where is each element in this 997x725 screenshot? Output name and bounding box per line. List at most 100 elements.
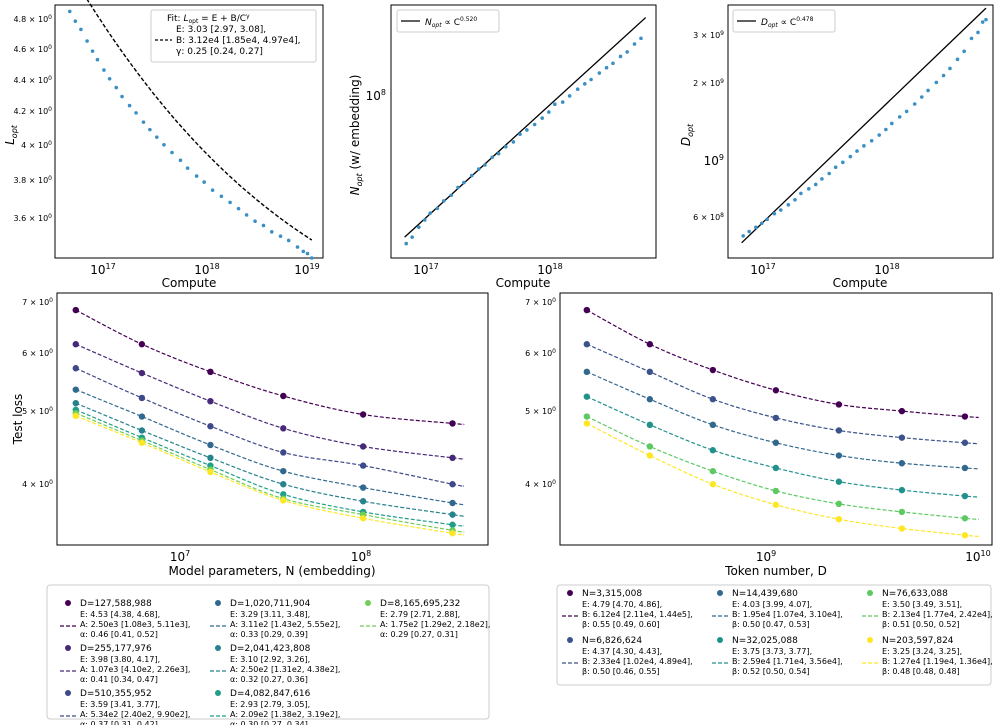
data-point [138,439,146,446]
fit-line [75,389,465,506]
data-point [835,452,843,459]
legend-line: β: 0.52 [0.50, 0.54] [732,667,810,676]
data-point [759,221,764,226]
data-point [359,498,367,505]
legend-line: A: 2.09e2 [1.38e2, 3.19e2], [230,710,340,719]
data-point [449,420,456,427]
data-point [85,39,89,43]
data-point [170,150,174,155]
legend-label: D=255,177,976 [80,644,152,654]
legend-line: B: 6.12e4 [2.11e4, 1.44e5], [582,610,693,619]
legend-line: E: 3.98 [3.80, 4.17], [80,655,160,664]
data-point [646,341,654,348]
data-point [309,256,314,260]
y-tick-label: 5 × 100 [525,406,556,416]
data-point [835,500,843,508]
data-point [228,200,232,205]
x-tick-label: 1017 [413,262,438,277]
data-point [141,120,146,124]
data-point [210,188,215,192]
data-point [138,394,146,402]
data-point [359,484,367,491]
fit-line [75,412,465,533]
data-point [772,464,780,472]
data-point [898,486,906,494]
legend-line: A: 5.34e2 [2.40e2, 9.90e2], [80,710,190,719]
data-point [449,454,456,462]
data-point [646,443,654,450]
data-point [772,487,780,495]
y-axis-label: Dopt [679,123,695,146]
y-axis-label: Test loss [11,394,25,446]
fit-line [75,402,465,517]
data-point [286,238,291,243]
data-point [462,180,466,185]
y-tick-labels: 7 × 100 6 × 100 5 × 100 4 × 100 [525,297,556,489]
data-point [820,177,824,181]
x-axis-label: Model parameters, N (embedding) [168,564,375,578]
data-point [754,225,758,230]
data-point [583,306,591,314]
panel-loss-vs-tokens: 109 1010 7 × 100 6 × 100 5 × 100 4 × 100… [525,292,993,578]
data-point [490,155,494,160]
legend-line: E: 3.75 [3.73, 3.77], [732,647,812,656]
legend-label: N=3,315,008 [582,589,642,599]
data-point [898,460,906,467]
data-point [618,54,623,59]
data-point [961,413,969,420]
y-axis-label: Nopt (w/ embedding) [348,75,364,196]
x-tick-label: 1017 [90,262,115,277]
data-point [582,82,587,86]
fit-line [586,371,979,470]
data-point [359,443,367,450]
x-tick-label: 1019 [294,262,319,277]
data-point [441,199,446,203]
legend-line: β: 0.50 [0.46, 0.55] [582,667,660,676]
legend-marker [215,645,221,651]
legend-label: N=14,439,680 [732,589,798,599]
legend-line: A: 2.50e3 [1.08e3, 5.11e3], [80,620,190,629]
x-tick-label: 1018 [194,262,219,277]
axes-frame [559,292,993,546]
data-point [984,17,988,22]
panel-loss-vs-compute: 1017 1018 1019 4.8 × 100 4.6 × 100 4.4 ×… [3,0,324,290]
data-point [470,173,474,178]
legend-line: E: 4.37 [4.30, 4.43], [582,647,662,656]
legend-line: B: 1.95e4 [1.07e4, 3.10e4], [732,610,843,619]
legend-label: D=510,355,952 [80,689,152,699]
legend-marker [867,637,873,643]
legend-marker [215,690,221,696]
y-tick-label: 108 [366,88,386,103]
data-point [280,467,287,475]
data-point [102,68,106,72]
legend-title: Fit: Lopt = E + B/Cγ [167,13,250,25]
x-tick-label: 1010 [965,549,990,564]
data-point [961,439,969,446]
legend-label: D=8,165,695,232 [380,599,460,609]
data-point [72,399,79,407]
x-tick-label: 1018 [874,262,899,277]
data-point [301,249,306,254]
data-point [912,102,917,106]
data-point [359,515,367,522]
y-tick-label: 4.6 × 100 [13,44,52,54]
fit-line [404,17,647,238]
data-point [961,492,969,500]
data-point [207,423,214,430]
data-point [194,174,199,178]
legend-line: E: 2.93 [2.79, 3.05], [230,700,310,709]
y-tick-label: 3 × 109 [693,30,724,40]
data-point [202,180,206,184]
data-point [969,36,974,41]
data-point [449,530,456,537]
fit-line [586,415,979,520]
data-point [532,122,537,127]
data-point [772,387,780,394]
fit-line [75,309,465,426]
legend: Fit: Lopt = E + B/Cγ E: 3.03 [2.97, 3.08… [150,9,317,63]
legend-label: D=1,020,711,904 [230,599,311,609]
data-point [72,341,79,348]
data-point [835,427,843,434]
x-tick-label: 1018 [537,262,562,277]
